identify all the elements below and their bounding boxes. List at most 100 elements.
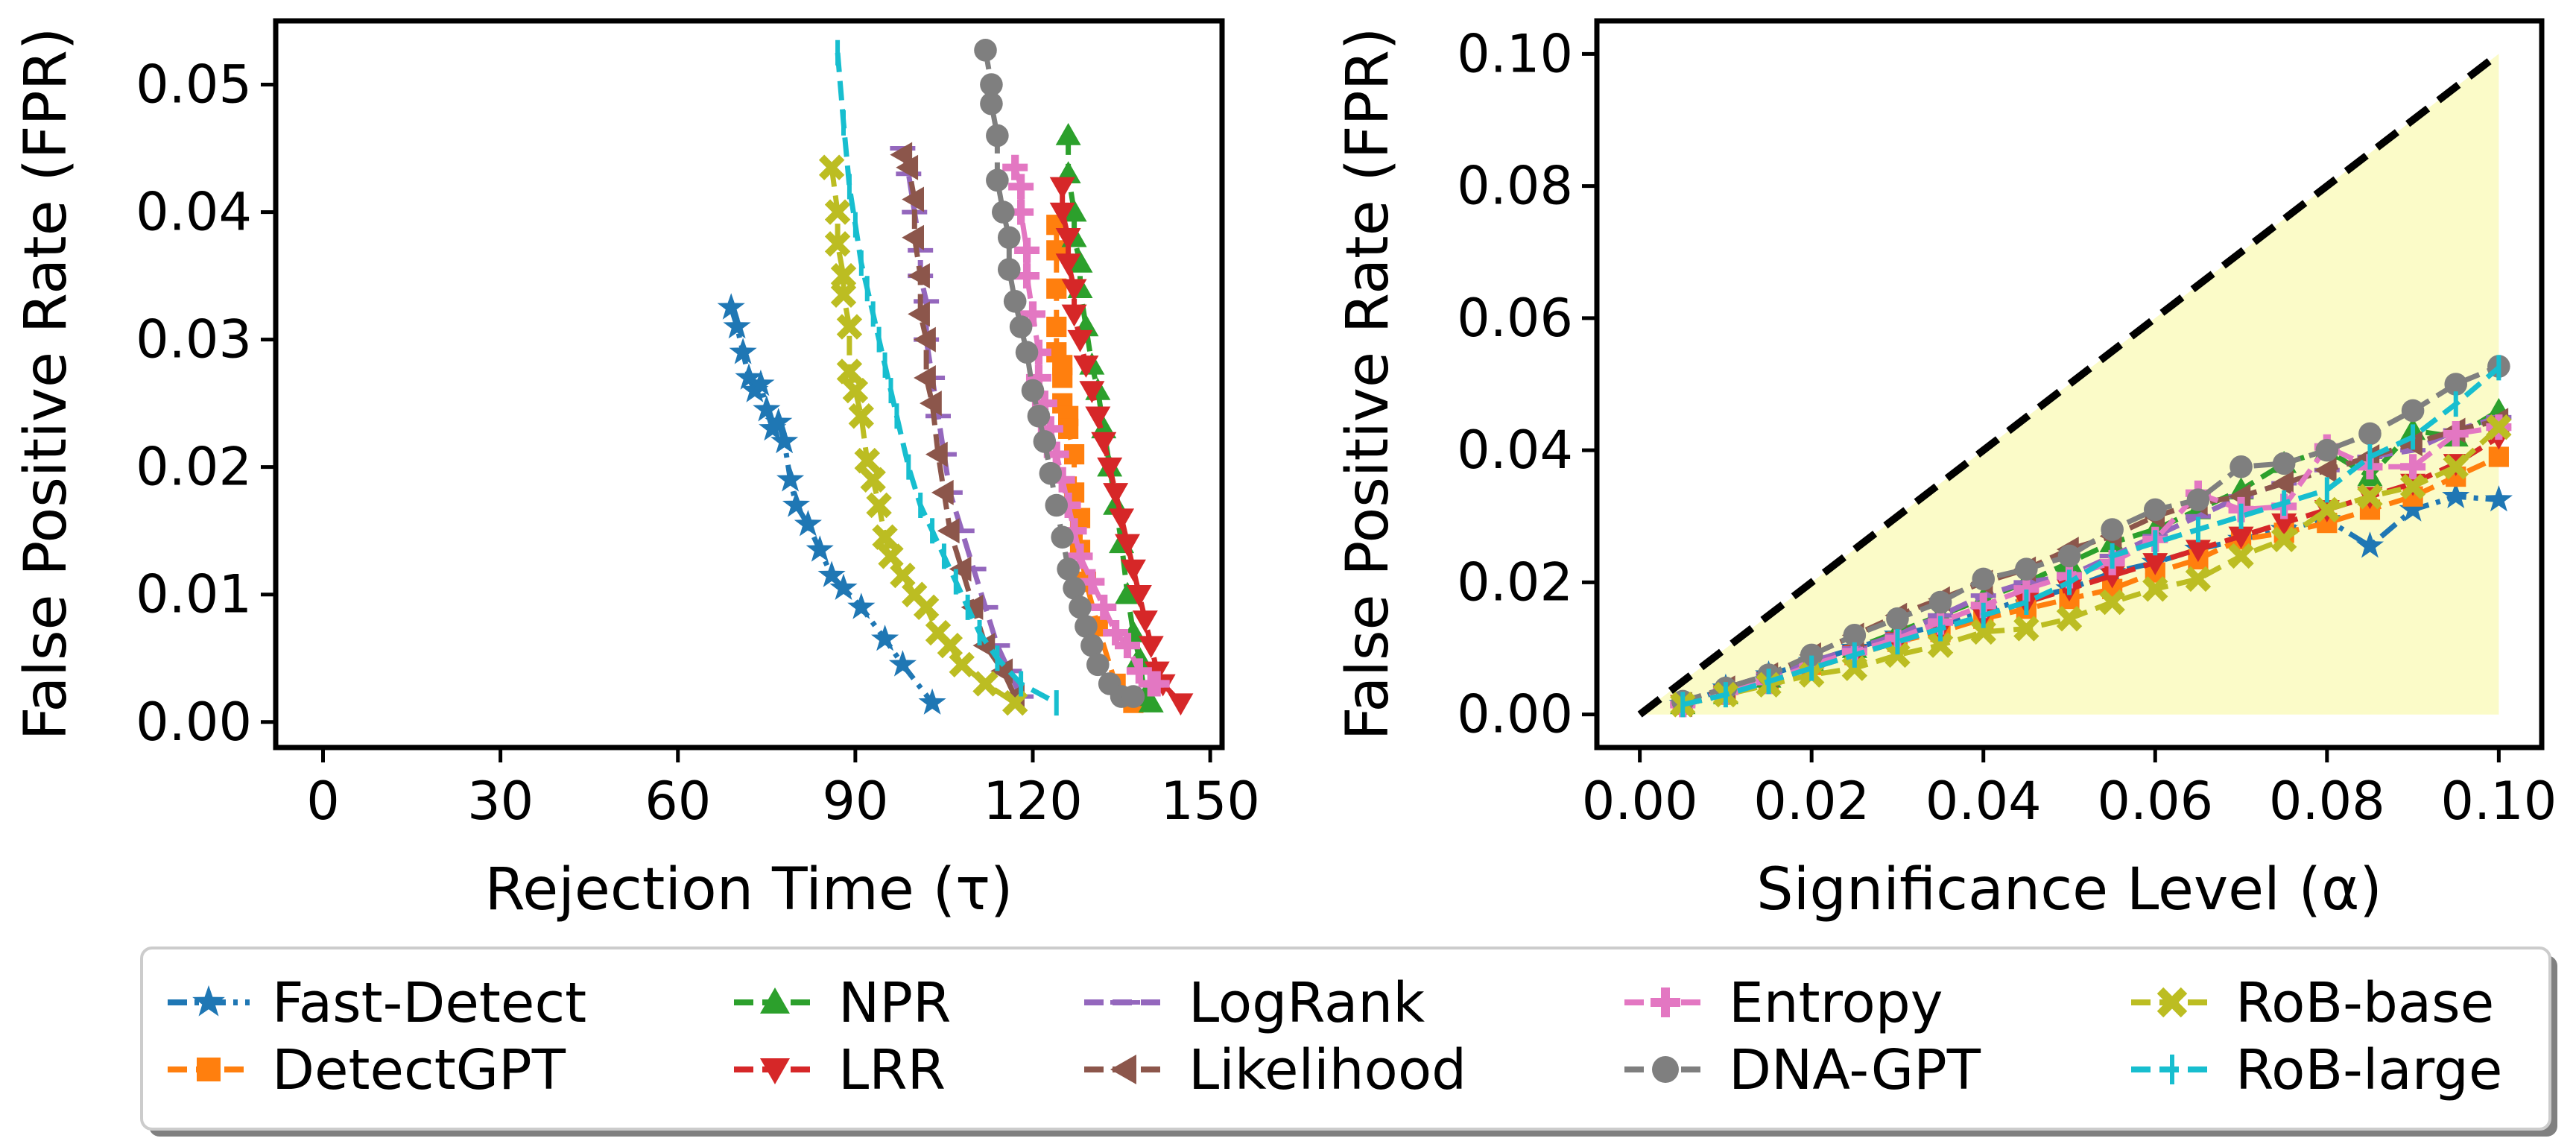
- right-y-tick-label: 0.06: [1457, 288, 1573, 349]
- right-x-tick-label: 0.02: [1753, 771, 1870, 832]
- data-point-lrr: [1138, 636, 1164, 659]
- data-point-likelihood: [908, 263, 930, 289]
- x-ticks-right: 0.00 0.02 0.04 0.06 0.08 0.10: [1582, 748, 2557, 832]
- data-point-dna-gpt: [1063, 576, 1086, 600]
- left-series-layer: [717, 39, 1194, 716]
- legend-marker-entropy: [1651, 987, 1680, 1017]
- data-point-dna-gpt: [1045, 493, 1069, 517]
- data-point-fast-detect: [723, 312, 751, 339]
- data-point-fast-detect: [2442, 481, 2470, 508]
- right-x-tick-label: 0.10: [2440, 771, 2557, 832]
- data-point-fast-detect: [770, 426, 799, 454]
- right-series-layer: [1637, 51, 2513, 718]
- legend-marker-likelihood: [1110, 1055, 1136, 1084]
- data-point-rob-base: [824, 231, 851, 257]
- legend-label-lrr: LRR: [838, 1038, 946, 1102]
- data-point-dna-gpt: [2358, 422, 2382, 446]
- data-point-entropy: [1126, 658, 1152, 684]
- data-point-likelihood: [2228, 484, 2251, 510]
- rejection-time-chart: 0 30 60 90 120 150 0.00 0.01 0.02 0.03 0.04 0.05 R…: [13, 18, 1260, 923]
- data-point-fast-detect: [918, 688, 946, 715]
- series-rob-large: [835, 39, 1059, 716]
- acceptance-region: [1639, 54, 2499, 715]
- data-point-rob-base: [1884, 642, 1911, 669]
- data-point-dna-gpt: [1039, 461, 1063, 485]
- legend-label-likelihood: Likelihood: [1189, 1038, 1466, 1102]
- data-point-likelihood: [908, 301, 930, 327]
- right-x-tick-label: 0.04: [1925, 771, 2042, 832]
- series-line-lrr: [1060, 186, 1183, 705]
- data-point-dna-gpt: [1886, 607, 1909, 631]
- left-x-tick-label: 120: [983, 771, 1083, 832]
- legend-entry-logrank: LogRank: [1084, 971, 1425, 1035]
- data-point-fast-detect: [794, 510, 822, 537]
- data-point-entropy: [1020, 301, 1045, 327]
- data-point-likelihood: [990, 658, 1013, 684]
- data-point-npr: [1115, 581, 1140, 604]
- data-point-dna-gpt: [1086, 653, 1110, 677]
- data-point-dna-gpt: [1843, 624, 1867, 647]
- right-shading-layer: [1639, 54, 2499, 715]
- legend-label-entropy: Entropy: [1729, 971, 1943, 1035]
- data-point-detectgpt: [1052, 367, 1073, 388]
- data-point-likelihood: [925, 441, 948, 467]
- y-ticks-left: 0.00 0.01 0.02 0.03 0.04 0.05: [136, 54, 276, 753]
- data-point-dna-gpt: [2143, 498, 2167, 522]
- data-point-fast-detect: [776, 465, 805, 492]
- data-point-rob-base: [1927, 632, 1954, 658]
- data-point-rob-base: [836, 358, 863, 385]
- data-point-dna-gpt: [1021, 379, 1045, 402]
- data-point-dna-gpt: [997, 226, 1021, 250]
- data-point-dna-gpt: [2401, 399, 2425, 423]
- data-point-rob-base: [913, 594, 940, 621]
- data-point-likelihood: [914, 326, 936, 353]
- data-point-likelihood: [902, 224, 924, 250]
- data-point-npr: [1067, 250, 1093, 273]
- data-point-rob-base: [949, 651, 975, 678]
- data-point-lrr: [1091, 432, 1117, 455]
- data-point-fast-detect: [735, 363, 763, 390]
- data-point-rob-base: [2013, 616, 2039, 642]
- data-point-lrr: [1055, 253, 1081, 276]
- legend-entry-dna-gpt: DNA-GPT: [1624, 1038, 1981, 1102]
- legend-entry-rob-large: RoB-large: [2131, 1038, 2502, 1102]
- data-point-likelihood: [937, 518, 960, 544]
- data-point-dna-gpt: [1033, 430, 1057, 453]
- data-point-dna-gpt: [2444, 373, 2468, 396]
- data-point-lrr: [2099, 566, 2125, 589]
- data-point-likelihood: [2314, 457, 2337, 483]
- data-point-entropy: [2443, 420, 2469, 446]
- data-point-lrr: [1132, 610, 1158, 633]
- legend-entry-detectgpt: DetectGPT: [168, 1038, 566, 1102]
- data-point-dna-gpt: [1057, 557, 1080, 581]
- data-point-fast-detect: [729, 338, 757, 364]
- data-point-dna-gpt: [1972, 567, 1996, 591]
- series-lrr: [1049, 177, 1194, 716]
- data-point-likelihood: [920, 391, 942, 417]
- series-line-likelihood: [900, 154, 1018, 698]
- data-point-lrr: [1097, 457, 1123, 480]
- legend-label-dna-gpt: DNA-GPT: [1729, 1038, 1981, 1102]
- data-point-fast-detect: [2355, 531, 2384, 558]
- data-point-likelihood: [972, 633, 996, 659]
- data-point-dna-gpt: [1027, 404, 1051, 428]
- data-point-rob-base: [854, 447, 880, 474]
- legend-marker-dna-gpt: [1652, 1056, 1679, 1083]
- legend-entry-npr: NPR: [734, 971, 951, 1035]
- data-point-lrr: [1085, 406, 1111, 429]
- data-point-fast-detect: [782, 490, 811, 517]
- x-ticks-left: 0 30 60 90 120 150: [306, 748, 1260, 832]
- legend-label-fast-detect: Fast-Detect: [272, 971, 586, 1035]
- data-point-lrr: [1049, 202, 1075, 225]
- left-y-tick-label: 0.02: [136, 437, 252, 498]
- right-y-tick-label: 0.00: [1457, 684, 1573, 745]
- data-point-rob-base: [842, 377, 869, 404]
- data-point-fast-detect: [753, 395, 781, 422]
- right-y-tick-label: 0.04: [1457, 420, 1573, 481]
- data-point-entropy: [1014, 237, 1040, 263]
- data-point-fast-detect: [2399, 495, 2427, 522]
- data-point-rob-base: [2056, 605, 2083, 632]
- data-point-rob-base: [860, 467, 886, 493]
